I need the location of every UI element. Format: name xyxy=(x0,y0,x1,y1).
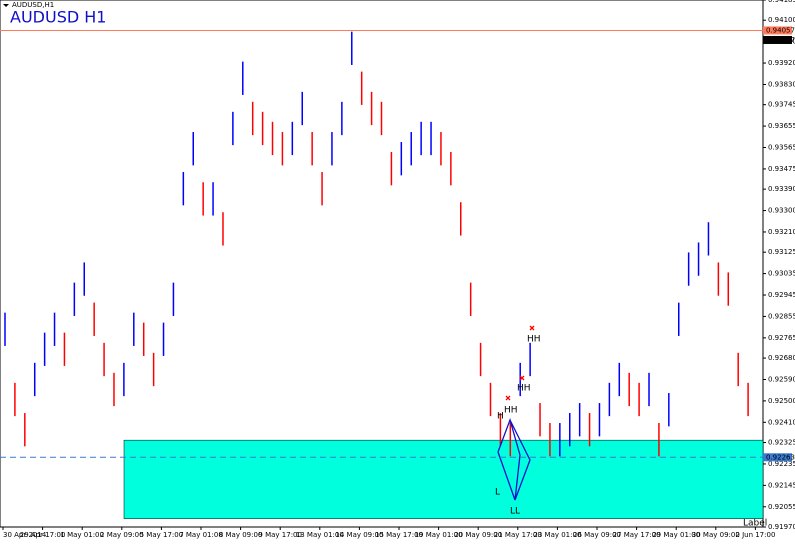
y-tick-label: 0.93125 xyxy=(768,248,795,256)
y-tick-label: 0.92855 xyxy=(768,312,795,320)
x-tick-label: 9 May 17:00 xyxy=(258,531,302,539)
x-tick-label: 1 May 01:00 xyxy=(60,531,104,539)
y-tick-label: 0.93920 xyxy=(768,59,795,67)
x-tick-label: 5 May 17:00 xyxy=(140,531,184,539)
bid-tag xyxy=(763,35,792,44)
y-tick-label: 0.92680 xyxy=(768,354,795,362)
x-tick-label: 2 May 09:00 xyxy=(100,531,144,539)
x-tick-label: 13 May 01:00 xyxy=(296,531,344,539)
y-tick-label: 0.93035 xyxy=(768,270,795,278)
bar-layer xyxy=(4,31,749,457)
x-tick-label: 14 May 09:00 xyxy=(335,531,383,539)
pattern-lines xyxy=(497,417,531,501)
x-tick-label: 21 May 17:00 xyxy=(494,531,542,539)
y-tick-label: 0.92945 xyxy=(768,291,795,299)
bid-tag-label: 0.94017 xyxy=(766,36,795,44)
zone-layer xyxy=(123,439,764,519)
y-tick-label: 0.92235 xyxy=(768,460,795,468)
x-tick-label: 20 May 09:00 xyxy=(454,531,502,539)
y-tick-label: 0.92765 xyxy=(768,334,795,342)
y-tick-label: 0.93475 xyxy=(768,165,795,173)
y-tick-label: 0.92590 xyxy=(768,375,795,383)
dashed-tag-label: 0.92263 xyxy=(766,453,795,461)
x-tick-label: 2 Jun 17:00 xyxy=(735,531,775,539)
symbol-label: AUDUSD,H1 xyxy=(12,1,54,9)
annotation: L xyxy=(495,488,500,498)
price-tag-label: 0.94057 xyxy=(766,26,795,34)
x-tick-label: 7 May 01:00 xyxy=(179,531,223,539)
corner-label: Label xyxy=(743,519,767,529)
y-tick-label: 0.93745 xyxy=(768,101,795,109)
x-tick-label: 27 May 17:00 xyxy=(613,531,661,539)
chart-title: AUDUSD H1 xyxy=(10,8,106,27)
x-tick-label: 19 May 01:00 xyxy=(415,531,463,539)
y-tick-label: 0.93300 xyxy=(768,207,795,215)
annotation: HH xyxy=(527,335,541,345)
zone xyxy=(123,439,764,519)
y-tick-label: 0.92325 xyxy=(768,439,795,447)
y-tick-label: 0.92145 xyxy=(768,481,795,489)
menu-icon[interactable] xyxy=(3,4,9,7)
y-tick-label: 0.93210 xyxy=(768,228,795,236)
x-tick-label: 30 Apr 2014 xyxy=(3,531,47,539)
price-tag xyxy=(763,26,792,35)
y-tick-label: 0.92055 xyxy=(768,503,795,511)
y-tick-label: 0.93565 xyxy=(768,144,795,152)
y-tick-label: 0.91970 xyxy=(768,523,795,531)
annotation: HH xyxy=(517,384,531,394)
annotation: HH xyxy=(504,406,518,416)
y-tick-label: 0.93830 xyxy=(768,80,795,88)
pattern-markers xyxy=(505,325,535,401)
y-tick-label: 0.94100 xyxy=(768,16,795,24)
x-tick-label: 23 May 01:00 xyxy=(533,531,581,539)
y-tick-label: 0.93390 xyxy=(768,185,795,193)
x-tick-label: 8 May 09:00 xyxy=(219,531,263,539)
y-tick-label: 0.92410 xyxy=(768,418,795,426)
x-tick-label: 29 Apr 17:00 xyxy=(20,531,66,539)
annotation: H xyxy=(497,412,504,422)
x-tick-label: 29 May 01:00 xyxy=(652,531,700,539)
x-tick-label: 26 May 09:00 xyxy=(573,531,621,539)
annotation: LL xyxy=(510,507,520,517)
dashed-tag xyxy=(763,453,792,462)
plot-frame xyxy=(0,0,764,528)
x-tick-label: 30 May 09:00 xyxy=(692,531,740,539)
y-tick-label: 0.93655 xyxy=(768,122,795,130)
y-tick-label: 0.92500 xyxy=(768,397,795,405)
x-tick-label: 15 May 17:00 xyxy=(375,531,423,539)
y-tick-label: 0.94185 xyxy=(768,0,795,4)
